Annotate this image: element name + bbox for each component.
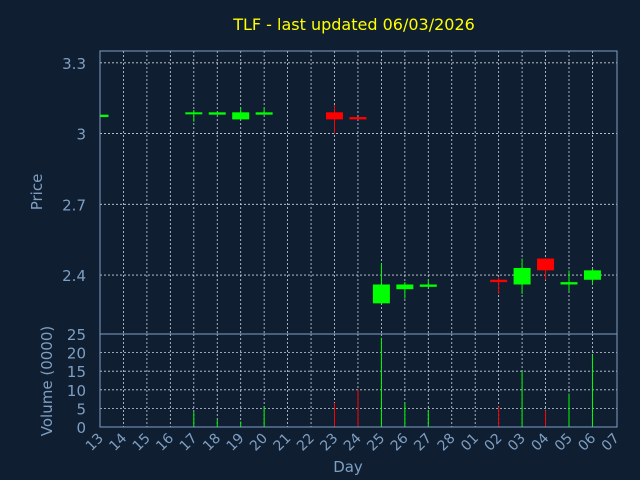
volume-y-tick-label: 20: [67, 345, 86, 363]
price-y-tick-label: 2.7: [62, 196, 86, 214]
volume-panel-frame: [99, 333, 618, 428]
candle-body: [232, 112, 250, 120]
volume-y-tick-label: 10: [67, 382, 86, 400]
price-y-tick-label: 2.4: [62, 267, 86, 285]
candle-body: [326, 112, 343, 120]
candle-body: [208, 112, 226, 115]
price-y-ticks: 2.4 2.7 3 3.3: [62, 55, 86, 285]
candle-body: [100, 114, 109, 118]
candle-body: [255, 112, 273, 115]
chart-title: TLF - last updated 06/03/2026: [232, 15, 475, 34]
price-axis-label: Price: [28, 174, 46, 211]
candle-body: [490, 279, 508, 283]
candle-body: [396, 284, 414, 290]
candle-body: [185, 112, 203, 115]
volume-y-tick-label: 5: [76, 400, 86, 418]
volume-y-tick-label: 25: [67, 326, 86, 344]
x-ticks: 13 14 15 16 17 18 19 20 21 22 23 24 25 26 27 28 01 02 03 04…: [83, 430, 623, 454]
x-axis-label: Day: [333, 458, 363, 476]
candle-body: [537, 258, 555, 271]
candle-body: [583, 270, 601, 280]
volume-y-tick-label: 0: [76, 419, 86, 437]
volume-bars: [193, 337, 593, 427]
price-y-tick-label: 3.3: [62, 55, 86, 73]
price-candles: [99, 105, 601, 304]
candle-body: [372, 284, 390, 304]
candle-body: [349, 117, 367, 120]
candle-body: [419, 284, 437, 287]
price-y-tick-label: 3: [76, 126, 86, 144]
volume-axis-label: Volume (0000): [38, 326, 56, 436]
volume-y-tick-label: 15: [67, 363, 86, 381]
candle-body: [560, 282, 578, 285]
candle-body: [513, 267, 531, 285]
price-grid: [100, 51, 617, 334]
